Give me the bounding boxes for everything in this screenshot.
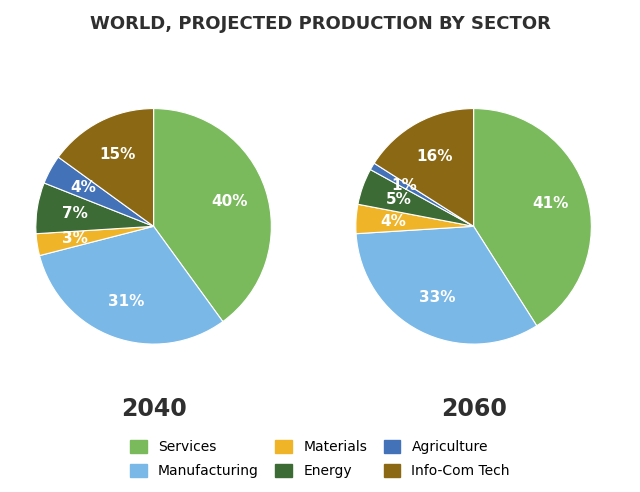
Wedge shape [36,183,154,234]
Wedge shape [154,109,271,322]
Text: 3%: 3% [61,231,88,246]
Text: 2040: 2040 [121,397,186,421]
Wedge shape [58,109,154,226]
Wedge shape [358,170,474,226]
Text: 1%: 1% [392,178,417,193]
Text: 33%: 33% [419,290,456,305]
Text: 40%: 40% [211,194,248,209]
Wedge shape [374,109,474,226]
Legend: Services, Manufacturing, Materials, Energy, Agriculture, Info-Com Tech: Services, Manufacturing, Materials, Ener… [123,433,517,485]
Text: 4%: 4% [381,214,406,229]
Text: 41%: 41% [532,196,569,212]
Wedge shape [356,226,537,344]
Text: 16%: 16% [417,149,453,164]
Text: 5%: 5% [385,192,411,207]
Wedge shape [356,204,474,234]
Text: 31%: 31% [108,294,145,309]
Wedge shape [36,226,154,256]
Wedge shape [40,226,223,344]
Wedge shape [474,109,591,326]
Wedge shape [44,157,154,226]
Text: WORLD, PROJECTED PRODUCTION BY SECTOR: WORLD, PROJECTED PRODUCTION BY SECTOR [90,15,550,33]
Text: 7%: 7% [61,206,88,221]
Text: 2060: 2060 [441,397,506,421]
Text: 4%: 4% [70,180,97,195]
Text: 15%: 15% [99,148,136,162]
Wedge shape [371,163,474,226]
